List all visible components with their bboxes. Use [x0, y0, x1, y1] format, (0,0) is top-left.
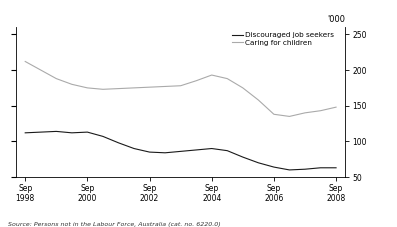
Discouraged job seekers — [303, 168, 307, 170]
Line: Discouraged job seekers: Discouraged job seekers — [25, 131, 336, 170]
Discouraged job seekers — [256, 161, 261, 164]
Discouraged job seekers — [69, 131, 74, 134]
Discouraged job seekers — [100, 135, 105, 138]
Caring for children — [178, 84, 183, 87]
Caring for children — [334, 106, 339, 109]
Discouraged job seekers — [23, 131, 27, 134]
Discouraged job seekers — [287, 169, 292, 171]
Discouraged job seekers — [147, 151, 152, 153]
Discouraged job seekers — [318, 166, 323, 169]
Caring for children — [147, 86, 152, 89]
Discouraged job seekers — [241, 156, 245, 158]
Discouraged job seekers — [116, 141, 121, 144]
Discouraged job seekers — [54, 130, 59, 133]
Caring for children — [85, 86, 90, 89]
Caring for children — [256, 99, 261, 101]
Discouraged job seekers — [209, 147, 214, 150]
Caring for children — [100, 88, 105, 91]
Discouraged job seekers — [163, 151, 168, 154]
Discouraged job seekers — [132, 147, 137, 150]
Caring for children — [54, 77, 59, 80]
Caring for children — [318, 109, 323, 112]
Discouraged job seekers — [225, 149, 229, 152]
Caring for children — [209, 74, 214, 76]
Caring for children — [241, 86, 245, 89]
Line: Caring for children: Caring for children — [25, 62, 336, 116]
Caring for children — [287, 115, 292, 118]
Discouraged job seekers — [39, 131, 43, 133]
Discouraged job seekers — [334, 166, 339, 169]
Text: '000: '000 — [328, 15, 345, 24]
Caring for children — [194, 79, 198, 82]
Discouraged job seekers — [194, 149, 198, 151]
Caring for children — [303, 111, 307, 114]
Caring for children — [225, 77, 229, 80]
Discouraged job seekers — [85, 131, 90, 133]
Discouraged job seekers — [272, 166, 276, 168]
Caring for children — [163, 85, 168, 88]
Caring for children — [272, 113, 276, 116]
Caring for children — [23, 60, 27, 63]
Legend: Discouraged job seekers, Caring for children: Discouraged job seekers, Caring for chil… — [230, 31, 335, 47]
Caring for children — [132, 86, 137, 89]
Caring for children — [39, 69, 43, 72]
Caring for children — [69, 83, 74, 86]
Text: Source: Persons not in the Labour Force, Australia (cat. no. 6220.0): Source: Persons not in the Labour Force,… — [8, 222, 221, 227]
Caring for children — [116, 87, 121, 90]
Discouraged job seekers — [178, 150, 183, 153]
